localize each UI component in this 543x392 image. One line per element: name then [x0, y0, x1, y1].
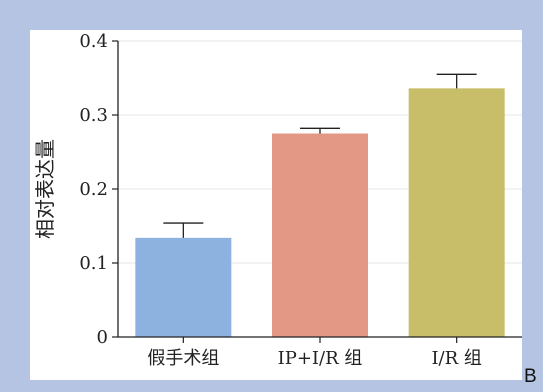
x-tick-labels: 假手术组 IP+I/R 组 I/R 组 [147, 348, 482, 369]
x-tick-label: 假手术组 [147, 348, 219, 369]
bar [272, 133, 368, 337]
y-tick-label: 0.1 [79, 253, 108, 274]
y-axis-label: 相对表达量 [33, 139, 57, 239]
bar [408, 88, 505, 337]
y-tick-labels: 0 0.1 0.2 0.3 0.4 [79, 31, 108, 348]
bars [135, 88, 505, 337]
panel-label: B [524, 366, 537, 387]
y-tick-label: 0.4 [79, 31, 108, 52]
x-tick-label: IP+I/R 组 [278, 348, 363, 369]
bar [135, 237, 232, 337]
error-bars [163, 73, 477, 238]
y-tick-label: 0.3 [79, 105, 108, 126]
x-tick-label: I/R 组 [431, 348, 481, 369]
axes [112, 40, 522, 343]
y-tick-label: 0.2 [79, 179, 108, 200]
y-tick-label: 0 [97, 327, 108, 348]
